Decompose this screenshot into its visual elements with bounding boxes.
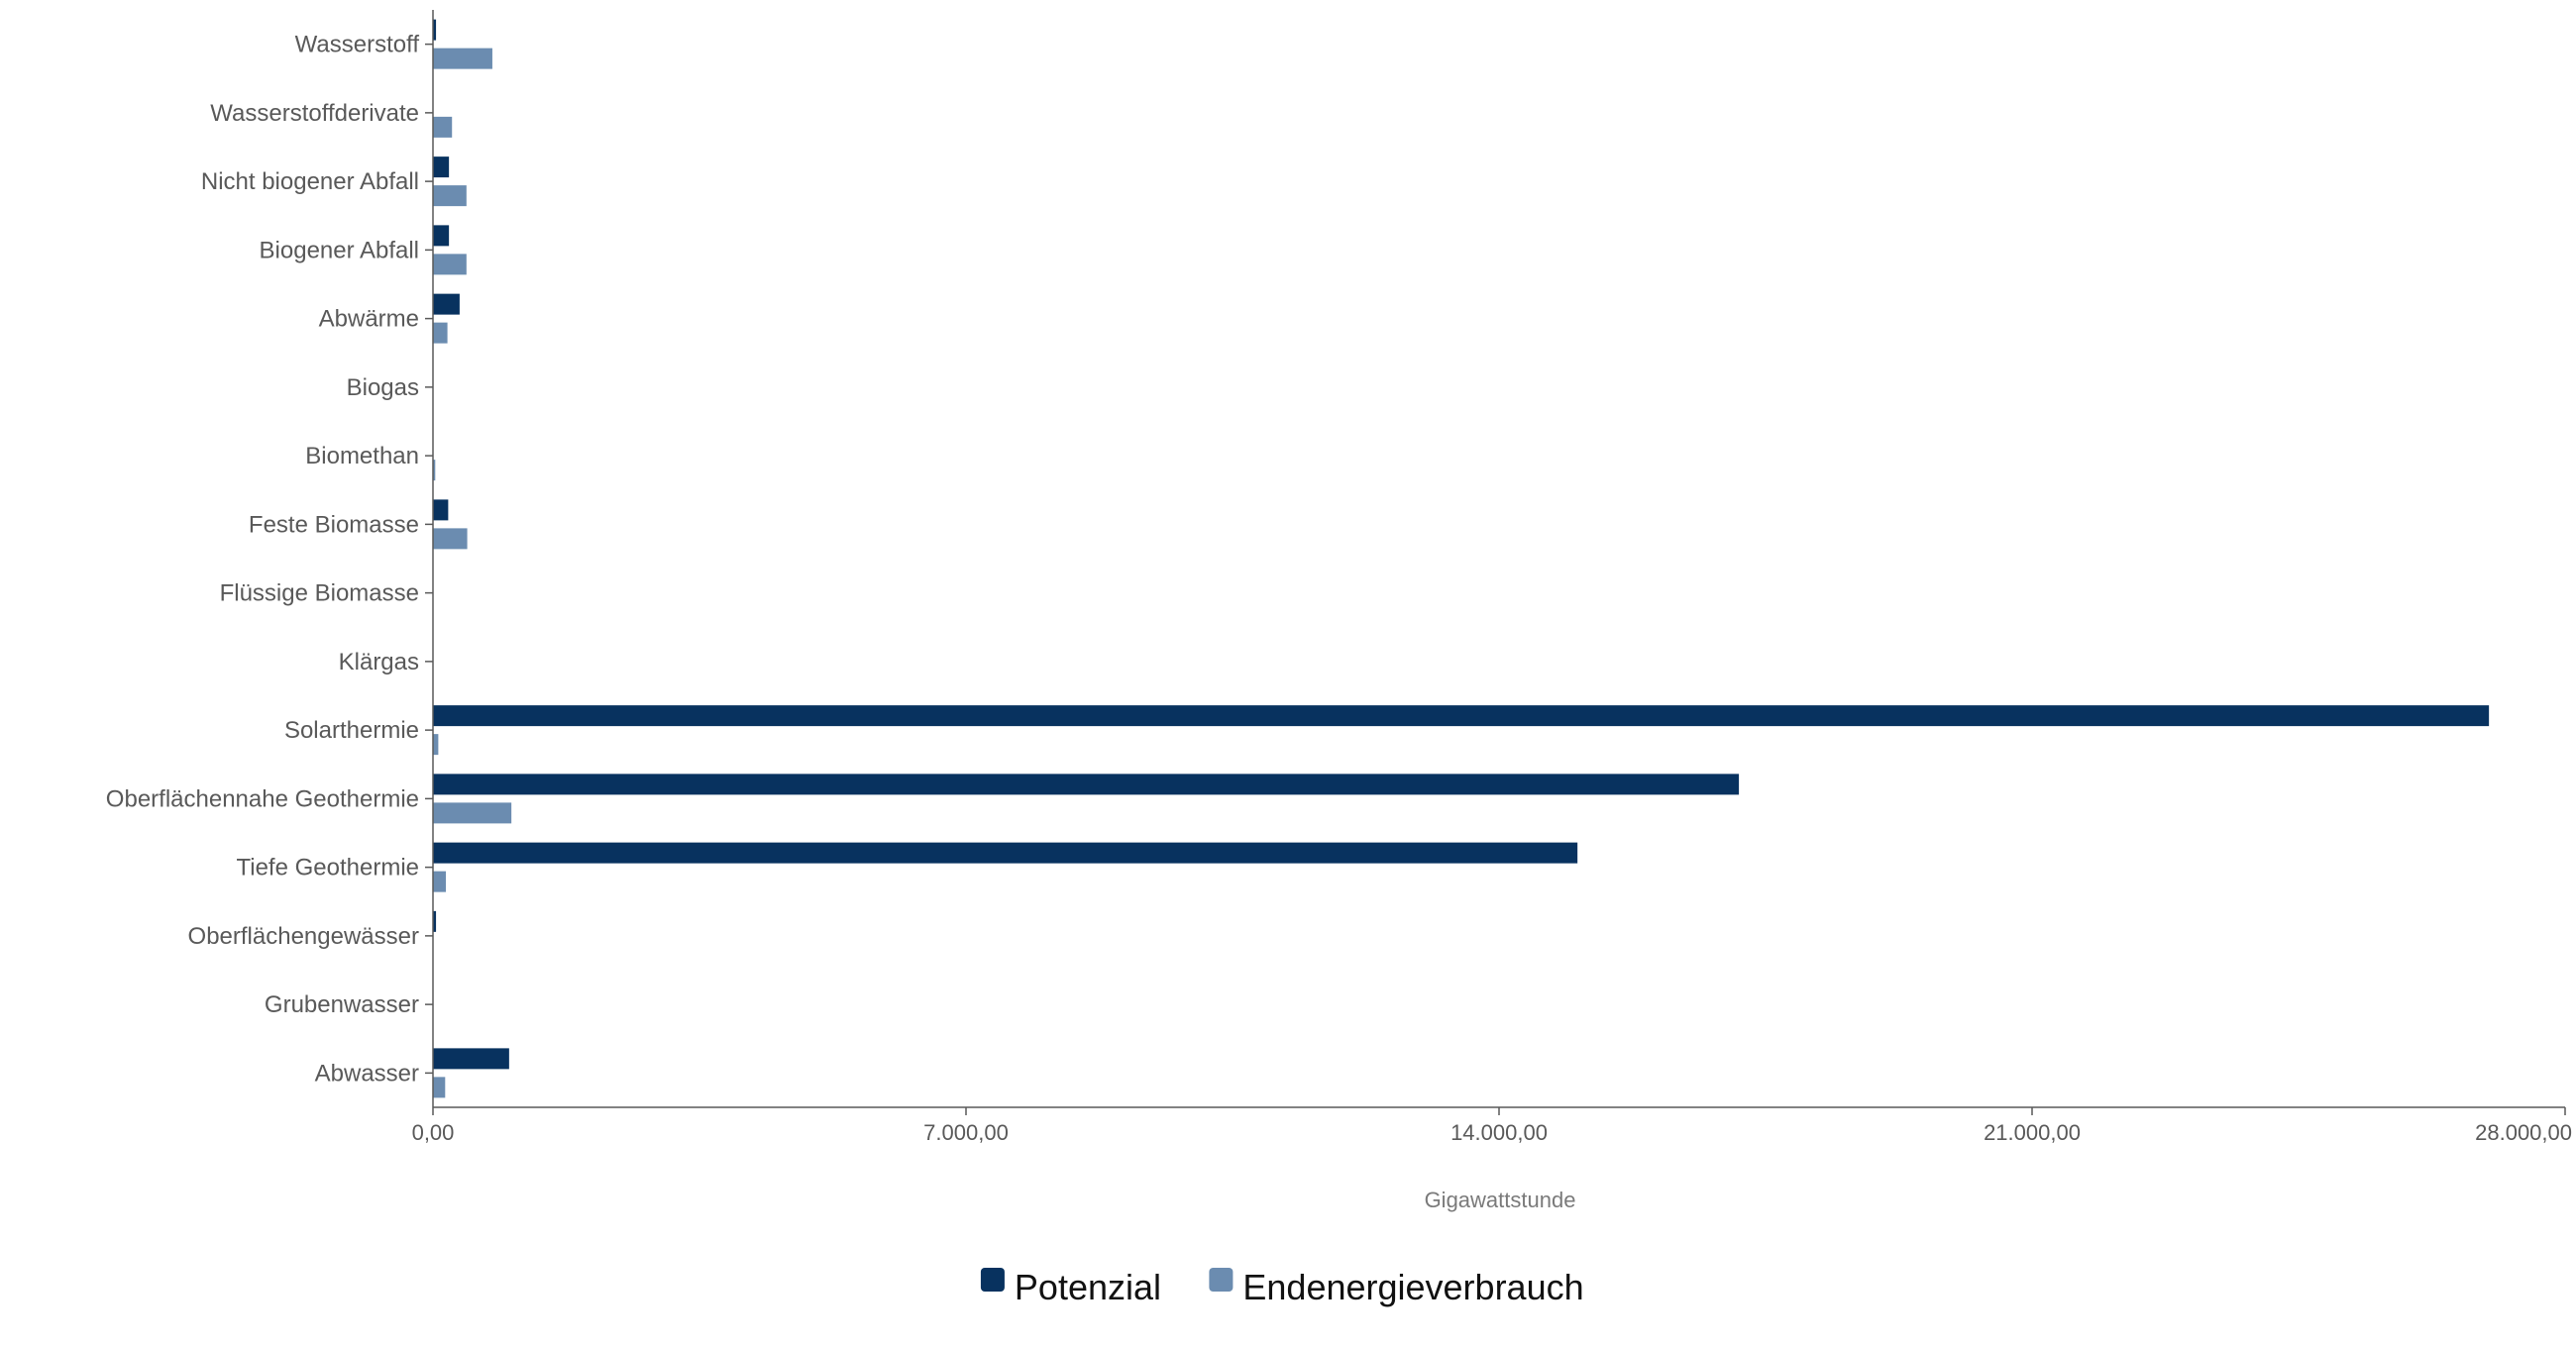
bar-potenzial-abwasser[interactable] — [433, 1048, 509, 1070]
category-label-oberflaechennahe-geothermie: Oberflächennahe Geothermie — [106, 785, 419, 812]
bar-potenzial-tiefe-geothermie[interactable] — [433, 842, 1578, 864]
x-tick-label: 7.000,00 — [923, 1120, 1009, 1145]
bar-potenzial-feste-biomasse[interactable] — [433, 499, 449, 521]
bar-endenergieverbrauch-nicht-biogener-abfall[interactable] — [433, 185, 467, 207]
category-label-biogener-abfall: Biogener Abfall — [260, 237, 419, 263]
bar-endenergieverbrauch-biomethan[interactable] — [433, 460, 436, 481]
category-label-abwaerme: Abwärme — [319, 306, 419, 333]
x-tick-label: 14.000,00 — [1450, 1120, 1548, 1145]
axes: 0,00 7.000,00 14.000,00 21.000,00 28.000,00 — [412, 10, 2572, 1145]
bars-layer — [433, 19, 2490, 1098]
category-label-biogas: Biogas — [347, 374, 419, 401]
legend-label: Potenzial — [1015, 1267, 1161, 1307]
category-label-wasserstoff: Wasserstoff — [295, 32, 420, 58]
bar-potenzial-abwaerme[interactable] — [433, 293, 460, 315]
legend-swatch — [980, 1268, 1005, 1292]
legend: Potenzial Endenergieverbrauch — [980, 1267, 1584, 1307]
x-axis-title: Gigawattstunde — [1425, 1188, 1576, 1212]
bar-endenergieverbrauch-tiefe-geothermie[interactable] — [433, 871, 447, 892]
bar-endenergieverbrauch-solarthermie[interactable] — [433, 734, 439, 756]
x-tick-label: 21.000,00 — [1984, 1120, 2081, 1145]
category-label-solarthermie: Solarthermie — [284, 717, 419, 744]
legend-item-endenergieverbrauch[interactable]: Endenergieverbrauch — [1209, 1267, 1584, 1307]
legend-item-potenzial[interactable]: Potenzial — [980, 1267, 1161, 1307]
bar-endenergieverbrauch-biogener-abfall[interactable] — [433, 254, 467, 275]
x-tick-label: 28.000,00 — [2475, 1120, 2572, 1145]
category-label-wasserstoffderivate: Wasserstoffderivate — [210, 100, 419, 127]
category-label-nicht-biogener-abfall: Nicht biogener Abfall — [201, 168, 419, 195]
category-label-feste-biomasse: Feste Biomasse — [249, 511, 419, 538]
category-labels: Wasserstoff Wasserstoffderivate Nicht biog… — [106, 32, 420, 1088]
category-label-tiefe-geothermie: Tiefe Geothermie — [236, 855, 419, 881]
bar-endenergieverbrauch-abwasser[interactable] — [433, 1077, 446, 1098]
category-label-fluessige-biomasse: Flüssige Biomasse — [220, 580, 419, 607]
bar-potenzial-wasserstoff[interactable] — [433, 19, 437, 41]
bar-potenzial-nicht-biogener-abfall[interactable] — [433, 156, 450, 178]
bar-endenergieverbrauch-wasserstoffderivate[interactable] — [433, 116, 453, 138]
bar-potenzial-oberflaechennahe-geothermie[interactable] — [433, 774, 1740, 795]
category-label-oberflaechengewaesser: Oberflächengewässer — [188, 923, 419, 950]
bar-potenzial-solarthermie[interactable] — [433, 705, 2490, 727]
category-label-abwasser: Abwasser — [315, 1060, 419, 1087]
bar-potenzial-biogener-abfall[interactable] — [433, 225, 450, 247]
legend-swatch — [1209, 1268, 1234, 1292]
bar-endenergieverbrauch-wasserstoff[interactable] — [433, 48, 492, 69]
category-label-klaergas: Klärgas — [339, 649, 419, 675]
bar-endenergieverbrauch-feste-biomasse[interactable] — [433, 528, 468, 550]
x-tick-label: 0,00 — [412, 1120, 455, 1145]
category-label-biomethan: Biomethan — [305, 443, 419, 469]
category-label-grubenwasser: Grubenwasser — [265, 991, 419, 1018]
bar-endenergieverbrauch-abwaerme[interactable] — [433, 322, 448, 344]
bar-potenzial-oberflaechengewaesser[interactable] — [433, 910, 437, 932]
bar-endenergieverbrauch-oberflaechennahe-geothermie[interactable] — [433, 802, 512, 824]
legend-label: Endenergieverbrauch — [1242, 1267, 1583, 1307]
